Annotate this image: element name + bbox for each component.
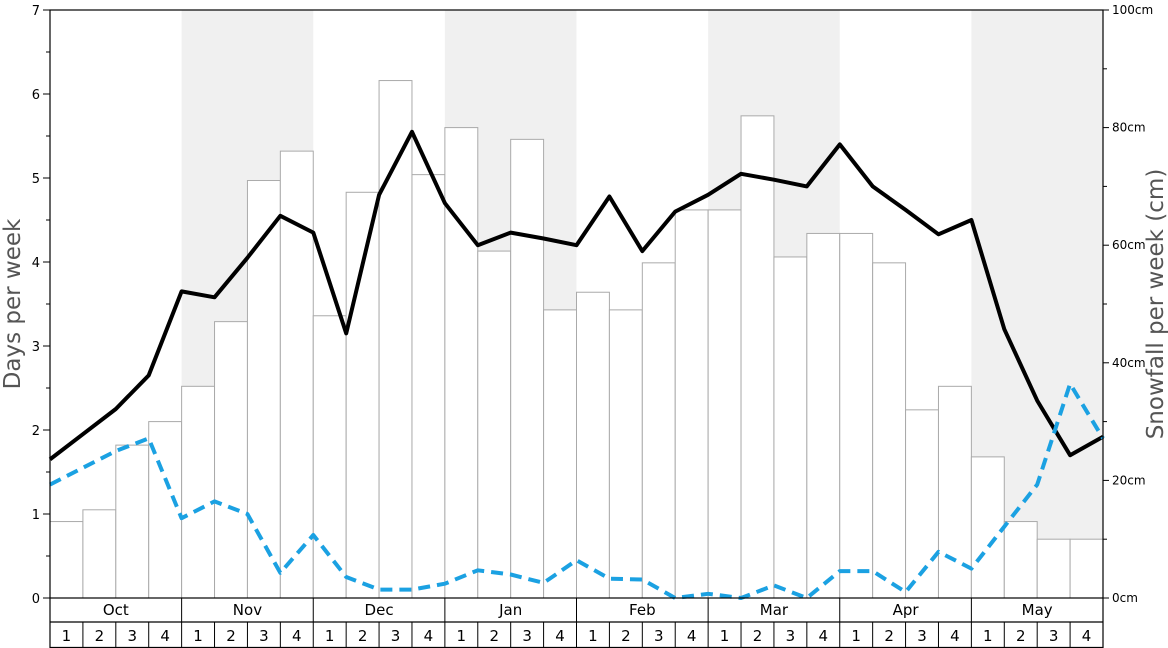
snowfall-bar	[608, 309, 643, 599]
month-label: Feb	[629, 601, 656, 619]
snowfall-bar	[345, 191, 380, 599]
snowfall-bar	[543, 309, 577, 599]
snowfall-bar	[510, 138, 545, 599]
snowfall-bar	[82, 509, 117, 599]
snowfall-bar	[477, 250, 512, 599]
week-label: 1	[193, 627, 203, 645]
snowfall-bar	[806, 232, 841, 599]
week-label: 2	[884, 627, 894, 645]
snowfall-bar	[576, 291, 610, 599]
week-label: 2	[226, 627, 236, 645]
snowfall-bar	[1003, 521, 1038, 599]
left-tick-label: 2	[32, 424, 40, 439]
week-label: 2	[489, 627, 499, 645]
right-tick-label: 20cm	[1112, 473, 1146, 487]
week-label: 3	[917, 627, 927, 645]
right-tick-label: 40cm	[1112, 356, 1146, 370]
axis-labels: 0 1 2 3 4 5 6 7 0cm 20cm 40cm 60cm 80cm 100cm Oct Nov De…	[32, 3, 1153, 645]
week-label: 2	[1016, 627, 1026, 645]
week-label: 4	[819, 627, 829, 645]
week-label: 4	[292, 627, 302, 645]
snowfall-bar	[246, 180, 281, 599]
week-label: 1	[720, 627, 730, 645]
left-tick-label: 5	[32, 172, 40, 187]
week-label: 2	[753, 627, 763, 645]
snowfall-bar	[1036, 538, 1071, 599]
month-label: Nov	[233, 601, 262, 619]
left-tick-label: 6	[32, 88, 40, 103]
month-label: Oct	[103, 601, 129, 619]
month-label: Dec	[365, 601, 394, 619]
left-tick-label: 1	[32, 508, 40, 523]
week-label: 3	[259, 627, 269, 645]
right-tick-label: 80cm	[1112, 121, 1146, 135]
month-label: Apr	[893, 601, 920, 619]
week-label: 4	[687, 627, 697, 645]
week-label: 3	[391, 627, 401, 645]
solid-line	[48, 129, 1104, 461]
snowfall-bar	[641, 262, 676, 599]
snowfall-bar	[411, 174, 446, 599]
snowfall-bar	[839, 232, 874, 599]
snowfall-bar	[1069, 538, 1104, 599]
week-label: 1	[62, 627, 72, 645]
week-label: 1	[851, 627, 861, 645]
week-label: 4	[950, 627, 960, 645]
snowfall-bar	[773, 256, 808, 599]
snowfall-bar	[181, 385, 216, 599]
week-label: 2	[358, 627, 368, 645]
week-label: 3	[127, 627, 137, 645]
snowfall-bar	[740, 115, 775, 599]
week-label: 1	[457, 627, 467, 645]
week-label: 2	[95, 627, 105, 645]
week-label: 4	[555, 627, 565, 645]
left-tick-label: 7	[32, 4, 40, 19]
snowfall-bar	[674, 209, 709, 599]
days-lines	[48, 129, 1105, 600]
left-tick-label: 3	[32, 340, 40, 355]
week-label: 4	[424, 627, 434, 645]
week-label: 3	[654, 627, 664, 645]
right-tick-label: 60cm	[1112, 238, 1146, 252]
snowfall-bar	[970, 456, 1005, 599]
right-axis-title: Snowfall per week (cm)	[1143, 169, 1168, 440]
snowfall-bar	[214, 321, 248, 599]
month-label: May	[1022, 601, 1053, 619]
snowfall-bars	[49, 80, 1104, 599]
week-label: 3	[1049, 627, 1059, 645]
snowfall-bar	[905, 409, 939, 599]
week-label: 3	[522, 627, 532, 645]
right-tick-label: 100cm	[1112, 3, 1153, 17]
week-label: 2	[621, 627, 631, 645]
snowfall-bar	[49, 521, 84, 599]
week-label: 4	[160, 627, 170, 645]
snowfall-bar	[707, 209, 742, 599]
month-label: Mar	[760, 601, 789, 619]
week-label: 3	[786, 627, 796, 645]
left-tick-label: 4	[32, 256, 40, 271]
week-label: 1	[588, 627, 598, 645]
snowfall-bar	[444, 127, 479, 599]
snowfall-bar	[872, 262, 907, 599]
week-label: 4	[1082, 627, 1092, 645]
snowfall-bar	[115, 444, 150, 599]
right-tick-label: 0cm	[1112, 591, 1138, 605]
week-label: 1	[325, 627, 335, 645]
snowfall-bar	[312, 315, 347, 599]
month-label: Jan	[498, 601, 522, 619]
left-axis-title: Days per week	[0, 218, 26, 389]
left-tick-label: 0	[32, 592, 40, 607]
snowfall-bar	[378, 80, 413, 599]
week-label: 1	[983, 627, 993, 645]
